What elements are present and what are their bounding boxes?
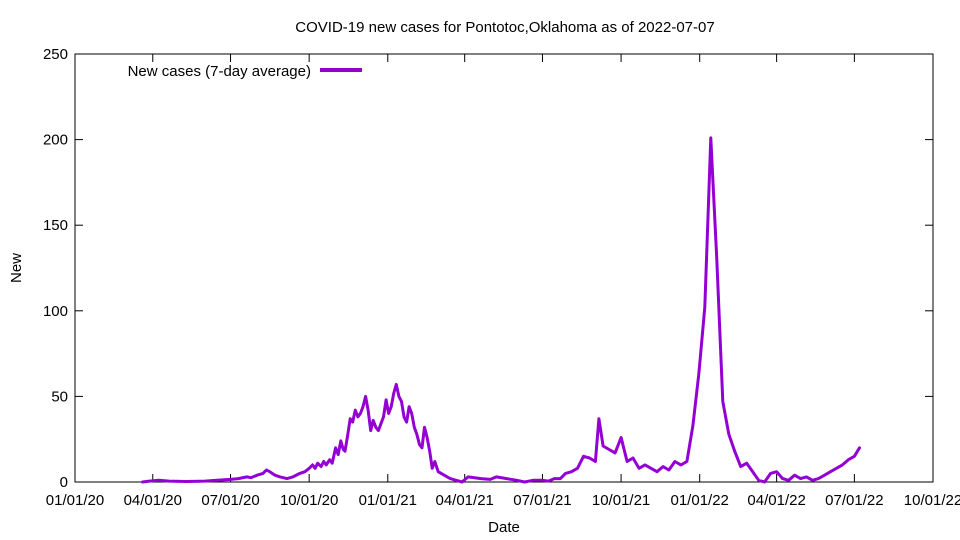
x-tick-label: 04/01/21 <box>435 492 493 509</box>
x-tick-label: 10/01/22 <box>904 492 960 509</box>
x-axis-label: Date <box>488 519 520 536</box>
y-tick-label: 50 <box>51 388 68 405</box>
x-tick-label: 10/01/20 <box>280 492 338 509</box>
y-tick-label: 0 <box>60 474 68 491</box>
plot-frame <box>74 53 934 483</box>
y-axis-label: New <box>8 253 25 283</box>
x-tick-label: 01/01/22 <box>671 492 729 509</box>
series-line-0 <box>141 136 861 484</box>
series-layer <box>141 136 861 484</box>
x-tick-label: 10/01/21 <box>592 492 650 509</box>
y-tick-label: 150 <box>43 217 68 234</box>
x-tick-label: 01/01/20 <box>46 492 104 509</box>
x-tick-label: 07/01/20 <box>201 492 259 509</box>
x-tick-label: 01/01/21 <box>359 492 417 509</box>
y-tick-label: 200 <box>43 132 68 149</box>
y-tick-label: 100 <box>43 303 68 320</box>
legend: New cases (7-day average) <box>128 63 362 80</box>
chart-title: COVID-19 new cases for Pontotoc,Oklahoma… <box>295 19 714 36</box>
x-tick-label: 04/01/22 <box>747 492 805 509</box>
legend-label-series-0: New cases (7-day average) <box>128 63 311 80</box>
x-tick-label: 04/01/20 <box>124 492 182 509</box>
x-tick-label: 07/01/22 <box>825 492 883 509</box>
y-tick-label: 250 <box>43 46 68 63</box>
x-tick-label: 07/01/21 <box>513 492 571 509</box>
x-axis-ticks: 01/01/20 04/01/20 07/01/20 10/01/20 01/01/21… <box>46 54 960 509</box>
y-axis-ticks: 0 50 100 150 200 250 <box>43 46 933 491</box>
